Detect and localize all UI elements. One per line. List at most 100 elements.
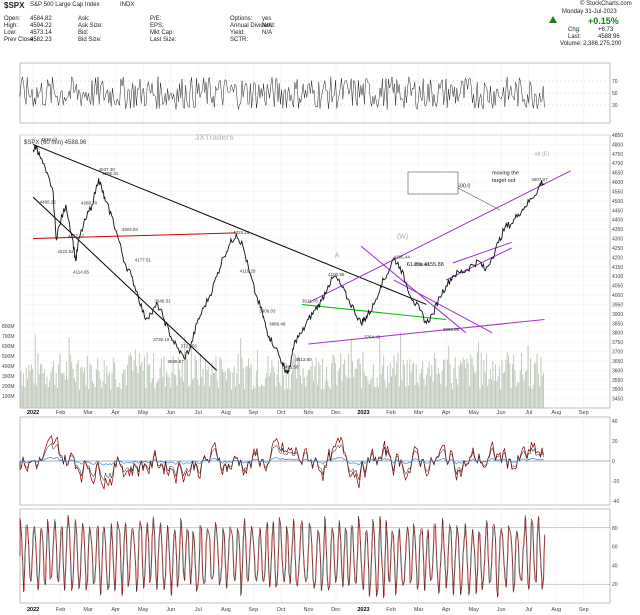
annotation-arrow [457,187,501,211]
trend-line [360,245,467,334]
rsi-axis-label: 30 [612,103,618,109]
x-tick-label: Aug [221,607,231,613]
x-tick-label: 2022 [27,607,39,613]
y-tick-label: 3550 [612,378,623,384]
quote-date: Monday 31-Jul-2023 [562,9,617,15]
x-tick-label: Jul [195,410,202,416]
x-tick-label: Apr [111,607,120,613]
price-label: 4637.30 [99,167,116,172]
x-tick-label: Apr [442,607,451,613]
stat-label: Ask: [78,16,90,22]
macd-axis-label: 20 [612,439,618,445]
stat-label: Low: [4,30,17,36]
stat-label: Open: [4,16,21,22]
x-tick-label: Sep [579,607,589,613]
stat-label: Yield: [230,30,245,36]
trend-line [308,170,571,304]
stat-value: 4582.23 [30,37,52,43]
x-tick-label: Jun [497,607,506,613]
x-tick-label: Jul [525,607,532,613]
price-label: 4195.44 [394,254,411,259]
price-label: 3636.87 [168,359,185,364]
price-label: 4485.22 [40,200,57,205]
y-tick-label: 3600 [612,368,623,374]
x-tick-label: Mar [83,410,93,416]
y-tick-label: 4400 [612,218,623,224]
annotation-text: 61.8% 4155.88 [407,262,444,268]
price-label: 4288.70 [81,201,98,206]
y-tick-label: 3850 [612,321,623,327]
y-tick-label: 4300 [612,237,623,243]
y-tick-label: 4500 [612,199,623,205]
macd-signal-line [19,442,544,482]
y-tick-label: 3800 [612,331,623,337]
volume-axis-label: 400M [2,364,15,370]
stoch-axis-label: 40 [612,563,618,569]
trend-line [445,247,512,281]
x-tick-label: Apr [442,410,451,416]
price-label: 3764.49 [364,335,381,340]
x-tick-label: 2022 [27,410,39,416]
trend-line [33,232,237,240]
y-tick-label: 3450 [612,397,623,403]
up-triangle-icon [549,16,557,23]
x-tick-label: Jun [166,410,175,416]
x-tick-label: Sep [579,410,589,416]
chg-label: Chg: [568,27,581,33]
y-tick-label: 3700 [612,350,623,356]
rsi-line [19,76,610,111]
y-tick-label: 4700 [612,161,623,167]
y-tick-label: 4050 [612,284,623,290]
volume-axis-label: 200M [2,384,15,390]
macd-axis-label: 40 [612,419,618,425]
price-series-line [32,145,545,374]
trend-line [32,196,218,371]
x-tick-label: May [468,410,479,416]
stat-value: N/A [262,23,273,29]
y-tick-label: 3650 [612,359,623,365]
x-tick-label: Mar [83,607,93,613]
symbol: $SPX [4,1,25,10]
annotation-text: alt (E) [535,152,550,158]
x-tick-label: Jul [195,607,202,613]
x-tick-label: Aug [221,410,231,416]
macd-axis-label: -20 [612,479,619,485]
x-tick-label: Mar [414,410,424,416]
price-label: 4114.65 [73,270,89,275]
x-tick-label: Nov [304,410,314,416]
annotation-box [407,171,459,195]
price-label: 4457.67 [68,234,85,239]
x-tick-label: Feb [56,607,65,613]
chart-header: $SPX S&P 500 Large Cap Index INDX © Stoc… [0,0,640,54]
annotation-text: target out [492,178,516,184]
y-tick-label: 4250 [612,246,623,252]
x-tick-label: Jun [166,607,175,613]
stat-label: Bid Size: [78,37,102,43]
y-tick-label: 4750 [612,152,623,158]
x-tick-label: Feb [386,607,395,613]
stoch-axis-label: 20 [612,582,618,588]
price-label: 4100.96 [328,272,345,277]
exchange: INDX [120,2,135,8]
volume-axis-label: 700M [2,334,15,340]
volume-axis-label: 500M [2,354,15,360]
price-label: 4119.28 [240,269,256,274]
stat-value: 4594.22 [30,23,52,29]
x-tick-label: 2023 [357,607,369,613]
y-tick-label: 4450 [612,208,623,214]
x-tick-label: Mar [414,607,424,613]
y-tick-label: 3950 [612,302,623,308]
volume-label: Volume: [560,41,582,47]
stat-value: 4584.82 [30,16,52,22]
price-label: 3721.56 [181,344,198,349]
stat-label: Bid: [78,30,89,36]
stoch-panel [19,508,611,604]
price-label: 4303.04 [122,227,139,232]
macd-line [19,435,544,491]
volume-axis-label: 800M [2,324,15,330]
x-tick-label: Sep [248,410,258,416]
volume-bars [20,332,545,408]
stat-label: Options: [230,16,253,22]
rsi-axis-label: 50 [612,91,618,97]
